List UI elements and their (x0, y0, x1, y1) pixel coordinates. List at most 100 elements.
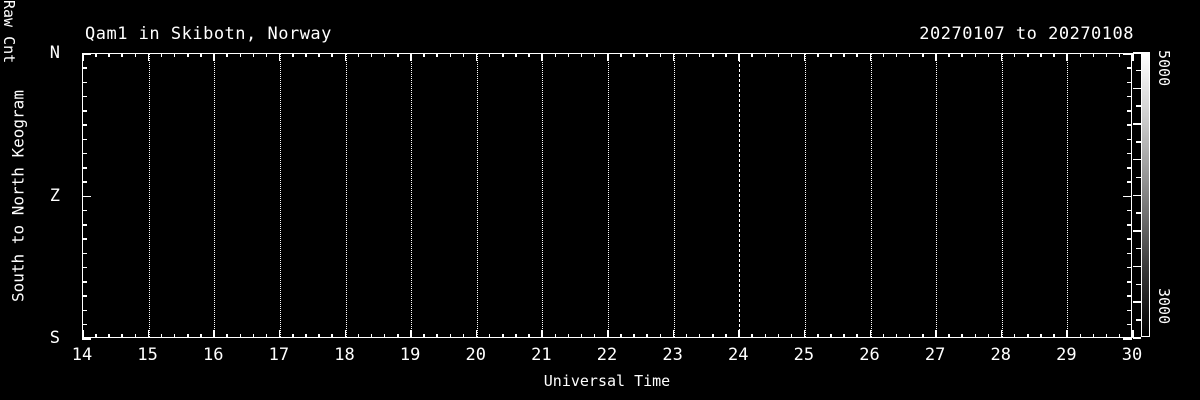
y-minor-tick (82, 323, 87, 326)
x-major-tick (344, 330, 346, 338)
x-minor-tick (200, 53, 202, 57)
x-major-tick (541, 330, 543, 338)
x-minor-tick (121, 53, 123, 57)
gridline (476, 54, 478, 337)
x-minor-tick (226, 334, 228, 338)
x-minor-tick (187, 53, 189, 57)
y-minor-tick (1127, 181, 1132, 183)
colorbar-tick (1136, 247, 1141, 250)
gridline (148, 54, 150, 337)
x-minor-tick (777, 53, 780, 57)
x-tick-label: 26 (859, 345, 880, 365)
x-minor-tick (252, 53, 255, 57)
x-minor-tick (305, 334, 307, 338)
y-minor-tick (82, 95, 87, 98)
colorbar-tick (1136, 141, 1141, 143)
x-tick-label: 16 (203, 345, 224, 365)
y-major-tick (1123, 53, 1132, 55)
y-minor-tick (82, 81, 87, 83)
x-minor-tick (488, 334, 491, 338)
gridline-midnight-dashed (739, 54, 741, 337)
gridlines-layer (83, 54, 1131, 337)
y-minor-tick (1127, 252, 1132, 254)
x-minor-tick (790, 334, 793, 338)
y-major-tick (82, 338, 91, 340)
y-minor-tick (1127, 323, 1132, 326)
x-major-tick (1000, 53, 1003, 61)
colorbar-tick (1133, 265, 1141, 268)
colorbar-tick (1133, 337, 1141, 339)
x-minor-tick (817, 334, 819, 338)
colorbar-min-label: 3000 (1155, 288, 1173, 325)
y-minor-tick (82, 238, 87, 240)
x-tick-label: 23 (662, 345, 683, 365)
y-minor-tick (1127, 67, 1132, 69)
x-major-tick (147, 330, 150, 338)
page-title: Qam1 in Skibotn, Norway (85, 24, 332, 44)
x-major-tick (803, 53, 806, 61)
x-major-tick (869, 53, 871, 61)
x-minor-tick (895, 53, 898, 57)
x-tick-label: 22 (596, 345, 618, 365)
gridline (608, 54, 609, 337)
x-minor-tick (1027, 334, 1029, 338)
x-minor-tick (777, 334, 780, 338)
y-minor-tick (82, 181, 87, 183)
x-minor-tick (1013, 53, 1016, 57)
x-minor-tick (961, 53, 963, 57)
x-minor-tick (1013, 334, 1016, 338)
x-minor-tick (502, 53, 504, 57)
colorbar-title: Raw Cnt (0, 0, 18, 64)
y-minor-tick (1127, 295, 1132, 297)
x-minor-tick (593, 53, 596, 57)
x-minor-tick (200, 334, 202, 338)
x-minor-tick (764, 53, 766, 57)
x-major-tick (213, 330, 215, 338)
y-minor-tick (82, 67, 87, 69)
x-minor-tick (292, 334, 294, 338)
x-minor-tick (462, 53, 465, 57)
x-minor-tick (646, 53, 648, 57)
y-minor-tick (82, 110, 87, 112)
x-minor-tick (974, 53, 976, 57)
x-minor-tick (239, 53, 241, 57)
x-minor-tick (502, 334, 504, 338)
x-minor-tick (423, 334, 425, 338)
y-minor-tick (1127, 138, 1132, 140)
x-minor-tick (488, 53, 491, 57)
x-minor-tick (856, 53, 858, 57)
x-tick-label: 20 (465, 345, 486, 365)
x-minor-tick (1105, 334, 1108, 338)
x-minor-tick (685, 53, 688, 57)
x-minor-tick (725, 334, 727, 338)
y-minor-tick (1127, 266, 1132, 269)
x-minor-tick (226, 53, 228, 57)
x-minor-tick (95, 334, 97, 338)
x-minor-tick (423, 53, 425, 57)
x-minor-tick (462, 334, 465, 338)
y-minor-tick (82, 252, 87, 254)
x-minor-tick (370, 53, 373, 57)
x-minor-tick (1053, 53, 1055, 57)
x-minor-tick (790, 53, 793, 57)
x-tick-label: 29 (1056, 345, 1077, 365)
x-minor-tick (961, 334, 963, 338)
x-minor-tick (895, 334, 898, 338)
x-minor-tick (908, 334, 911, 338)
x-minor-tick (187, 334, 189, 338)
x-minor-tick (331, 53, 333, 57)
x-minor-tick (265, 53, 268, 57)
y-minor-tick (1127, 209, 1132, 212)
x-minor-tick (922, 53, 924, 57)
x-minor-tick (1040, 53, 1042, 57)
x-major-tick (1000, 330, 1003, 338)
x-minor-tick (633, 53, 635, 57)
colorbar-tick (1136, 105, 1141, 107)
x-minor-tick (580, 334, 583, 338)
x-minor-tick (580, 53, 583, 57)
colorbar-tick (1133, 230, 1141, 232)
colorbar-tick (1133, 87, 1141, 90)
colorbar-tick (1136, 176, 1141, 179)
y-minor-tick (82, 124, 87, 126)
x-minor-tick (843, 334, 845, 338)
